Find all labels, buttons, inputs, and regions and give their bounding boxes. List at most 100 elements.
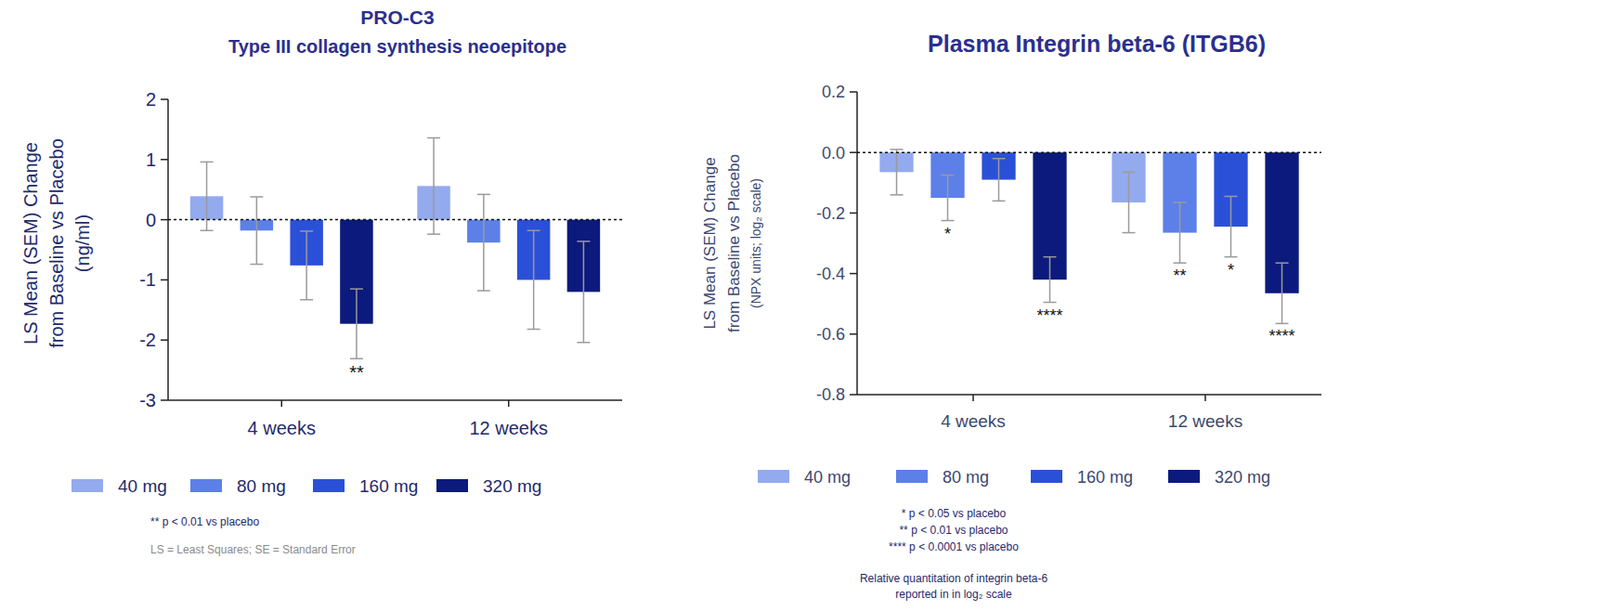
footnote: reported in in log₂ scale	[895, 587, 1013, 601]
y-axis	[856, 91, 859, 395]
error-cap	[576, 341, 590, 344]
error-stem	[998, 158, 1001, 202]
y-axis-label: LS Mean (SEM) Change	[20, 142, 41, 345]
footnote: LS = Least Squares; SE = Standard Error	[150, 543, 356, 557]
y-tick	[849, 151, 858, 154]
error-stem	[305, 231, 308, 300]
error-bar	[249, 196, 263, 265]
footnote: Relative quantitation of integrin beta-6	[859, 572, 1048, 586]
error-stem	[256, 196, 259, 265]
error-cap	[890, 148, 904, 151]
y-tick	[160, 219, 169, 222]
error-bar	[527, 230, 541, 329]
error-cap	[1275, 323, 1289, 326]
error-cap	[890, 194, 904, 196]
error-cap	[1224, 256, 1238, 259]
legend-swatch	[436, 479, 469, 493]
error-stem	[1179, 202, 1182, 263]
plot-area	[879, 149, 1299, 324]
y-tick	[849, 91, 858, 93]
legend-swatch	[312, 479, 345, 493]
error-bar	[299, 231, 313, 300]
error-stem	[583, 241, 586, 343]
error-cap	[1122, 232, 1136, 235]
error-cap	[299, 230, 313, 233]
y-axis	[167, 99, 170, 401]
error-bar	[350, 288, 364, 359]
error-cap	[576, 240, 590, 243]
x-tick	[507, 400, 510, 407]
error-cap	[477, 289, 491, 292]
x-tick	[1204, 394, 1207, 402]
error-stem	[432, 137, 435, 235]
y-tick-label: -0.2	[816, 204, 846, 223]
y-tick-label: -0.6	[816, 325, 846, 344]
subtitle: Type III collagen synthesis neoepitope	[228, 36, 567, 57]
error-cap	[1122, 171, 1136, 174]
error-stem	[482, 194, 485, 291]
error-bar	[477, 194, 491, 291]
legend-swatch	[1168, 469, 1200, 483]
significance-label: **	[1172, 266, 1186, 286]
error-bar	[576, 241, 590, 343]
error-stem	[533, 230, 535, 329]
title: Plasma Integrin beta-6 (ITGB6)	[927, 30, 1266, 57]
footnote: * p < 0.05 vs placebo	[901, 507, 1007, 521]
legend-swatch	[757, 469, 790, 483]
legend-label: 40 mg	[804, 468, 851, 487]
legend-swatch	[71, 479, 104, 493]
error-cap	[249, 195, 263, 198]
error-bar	[992, 158, 1006, 202]
y-tick	[160, 399, 169, 402]
error-cap	[1173, 261, 1187, 264]
error-stem	[1049, 257, 1052, 303]
error-bar	[941, 175, 955, 222]
legend-label: 80 mg	[236, 476, 287, 496]
x-tick	[972, 394, 975, 402]
error-bar	[890, 149, 904, 196]
zero-line	[857, 151, 1322, 154]
significance-label: **	[349, 362, 365, 383]
y-tick-label: 0	[145, 209, 157, 231]
y-axis-label: LS Mean (SEM) Change	[701, 156, 719, 329]
y-axis-label: (NPX units; log₂ scale)	[748, 178, 764, 309]
legend-label: 320 mg	[1214, 468, 1271, 487]
footnote: ** p < 0.01 vs placebo	[898, 523, 1008, 537]
x-tick-label: 4 weeks	[247, 417, 316, 439]
y-axis-label: (ng/ml)	[72, 214, 93, 273]
error-stem	[1128, 171, 1131, 233]
x-tick-label: 12 weeks	[1168, 411, 1243, 431]
error-cap	[299, 299, 313, 301]
significance-label: ****	[1268, 326, 1295, 346]
y-tick-label: 2	[145, 89, 157, 110]
y-tick-label: 0.0	[821, 143, 846, 163]
y-tick	[849, 273, 858, 275]
significance-label: ****	[1036, 306, 1063, 326]
y-tick-label: -0.8	[816, 385, 846, 404]
title: PRO-C3	[360, 6, 434, 28]
error-cap	[527, 328, 541, 331]
y-tick-label: 1	[145, 149, 157, 170]
legend-label: 40 mg	[117, 476, 168, 496]
footnote: ** p < 0.01 vs placebo	[150, 515, 260, 529]
zero-line	[168, 219, 623, 222]
error-cap	[941, 174, 955, 177]
error-cap	[350, 287, 364, 290]
y-tick	[849, 212, 858, 215]
error-stem	[1281, 262, 1284, 324]
annotations: ************	[944, 224, 1296, 347]
legend-label: 160 mg	[359, 476, 418, 496]
error-cap	[527, 230, 541, 233]
error-cap	[1173, 201, 1187, 204]
legend-label: 80 mg	[942, 468, 989, 487]
legend-swatch	[1030, 469, 1063, 483]
error-stem	[1230, 195, 1233, 257]
y-tick	[160, 98, 169, 101]
y-tick	[849, 393, 858, 396]
error-cap	[427, 233, 441, 235]
error-cap	[1043, 256, 1057, 259]
chart: Plasma Integrin beta-6 (ITGB6) LS Mean (S…	[701, 30, 1322, 601]
x-tick-label: 12 weeks	[469, 417, 549, 439]
error-cap	[350, 358, 364, 361]
x-axis	[857, 393, 1322, 396]
